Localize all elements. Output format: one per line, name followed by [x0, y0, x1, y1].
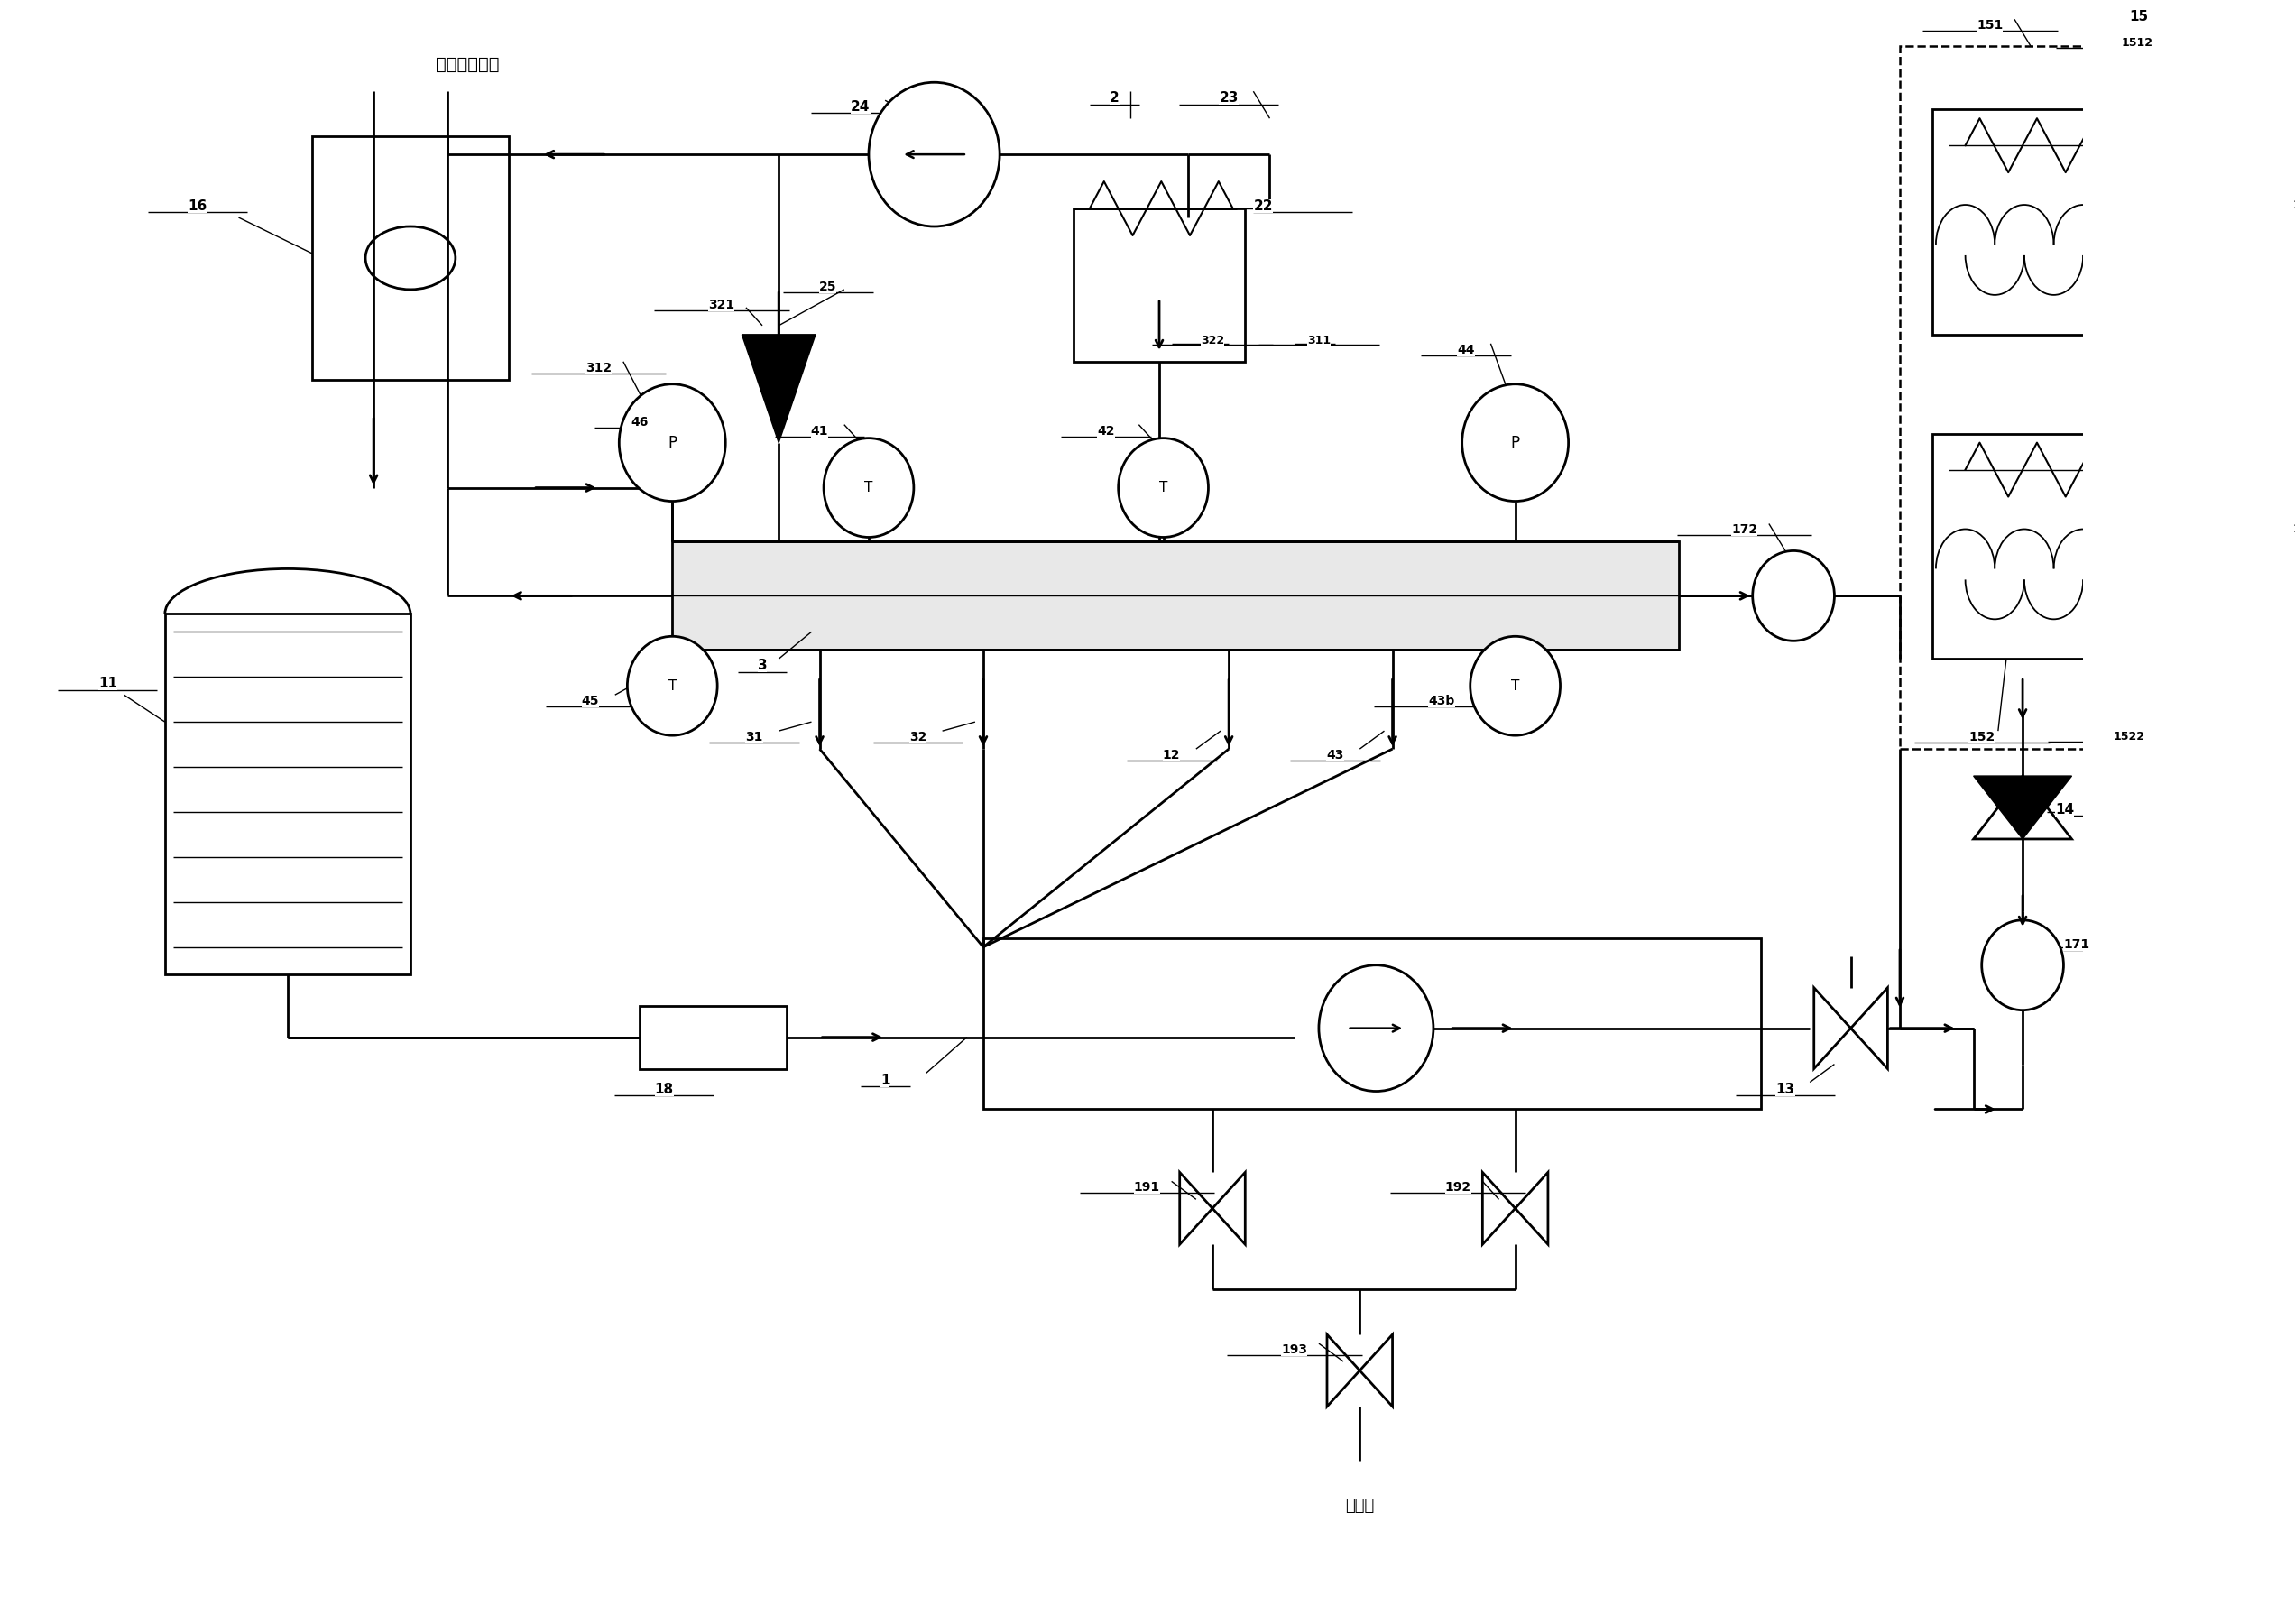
Text: 1: 1 [881, 1073, 890, 1086]
Text: 至低温刻冷机: 至低温刻冷机 [436, 55, 500, 73]
Text: T: T [1510, 679, 1519, 693]
Bar [982, 939, 1760, 1109]
Text: 13: 13 [1776, 1082, 1795, 1096]
Text: 32: 32 [909, 731, 927, 744]
Text: 1522: 1522 [2114, 731, 2146, 742]
Text: 12: 12 [1164, 749, 1180, 762]
Bar [1932, 109, 2226, 335]
Text: 192: 192 [1446, 1181, 1471, 1194]
Text: 抽真空: 抽真空 [1345, 1497, 1375, 1514]
Text: T: T [865, 481, 872, 494]
Text: 43b: 43b [1427, 695, 1455, 708]
Polygon shape [741, 335, 815, 443]
Circle shape [1981, 921, 2063, 1010]
Text: 1512: 1512 [2121, 37, 2153, 49]
Bar [640, 1005, 787, 1069]
Text: 312: 312 [585, 362, 613, 374]
Bar [312, 136, 509, 380]
Text: 22: 22 [1253, 200, 1274, 213]
Bar [165, 614, 411, 974]
Text: 23: 23 [1219, 91, 1239, 106]
Text: 44: 44 [1457, 344, 1476, 356]
Text: 16: 16 [188, 200, 207, 213]
Circle shape [1320, 965, 1434, 1091]
Text: 3: 3 [757, 659, 767, 672]
Text: 172: 172 [1730, 523, 1758, 536]
Circle shape [1462, 385, 1567, 502]
Text: 43: 43 [1327, 749, 1345, 762]
Circle shape [627, 637, 718, 736]
Circle shape [1118, 438, 1209, 538]
Text: P: P [1510, 435, 1519, 451]
Circle shape [620, 385, 725, 502]
Circle shape [870, 83, 1001, 226]
Text: 11: 11 [99, 677, 117, 690]
Text: T: T [668, 679, 677, 693]
Text: 321: 321 [709, 299, 734, 312]
Text: 311: 311 [1308, 335, 1331, 346]
Circle shape [1471, 637, 1561, 736]
Bar [672, 542, 1680, 650]
Text: T: T [1159, 481, 1168, 494]
Bar [1900, 47, 2295, 749]
Text: 15: 15 [2130, 10, 2148, 24]
Text: 24: 24 [851, 101, 870, 114]
Circle shape [824, 438, 913, 538]
Text: 191: 191 [1134, 1181, 1159, 1194]
Text: 42: 42 [1097, 424, 1115, 437]
Text: 171: 171 [2063, 939, 2091, 950]
Bar [1932, 434, 2226, 659]
Bar [1074, 208, 1246, 362]
Text: P: P [668, 435, 677, 451]
Text: 151: 151 [1976, 19, 2004, 32]
Text: 152: 152 [1969, 731, 1994, 744]
Polygon shape [1974, 776, 2072, 840]
Text: 31: 31 [746, 731, 762, 744]
Text: 25: 25 [819, 281, 838, 294]
Text: 45: 45 [581, 695, 599, 708]
Text: 193: 193 [1281, 1343, 1308, 1356]
Text: 322: 322 [1200, 335, 1223, 346]
Text: 1521: 1521 [2293, 523, 2295, 536]
Text: 14: 14 [2056, 802, 2075, 817]
Text: 41: 41 [810, 424, 828, 437]
Circle shape [1753, 551, 1834, 641]
Text: 2: 2 [1108, 91, 1120, 106]
Text: 46: 46 [631, 416, 647, 429]
Text: 18: 18 [654, 1082, 675, 1096]
Text: 1511: 1511 [2293, 200, 2295, 211]
